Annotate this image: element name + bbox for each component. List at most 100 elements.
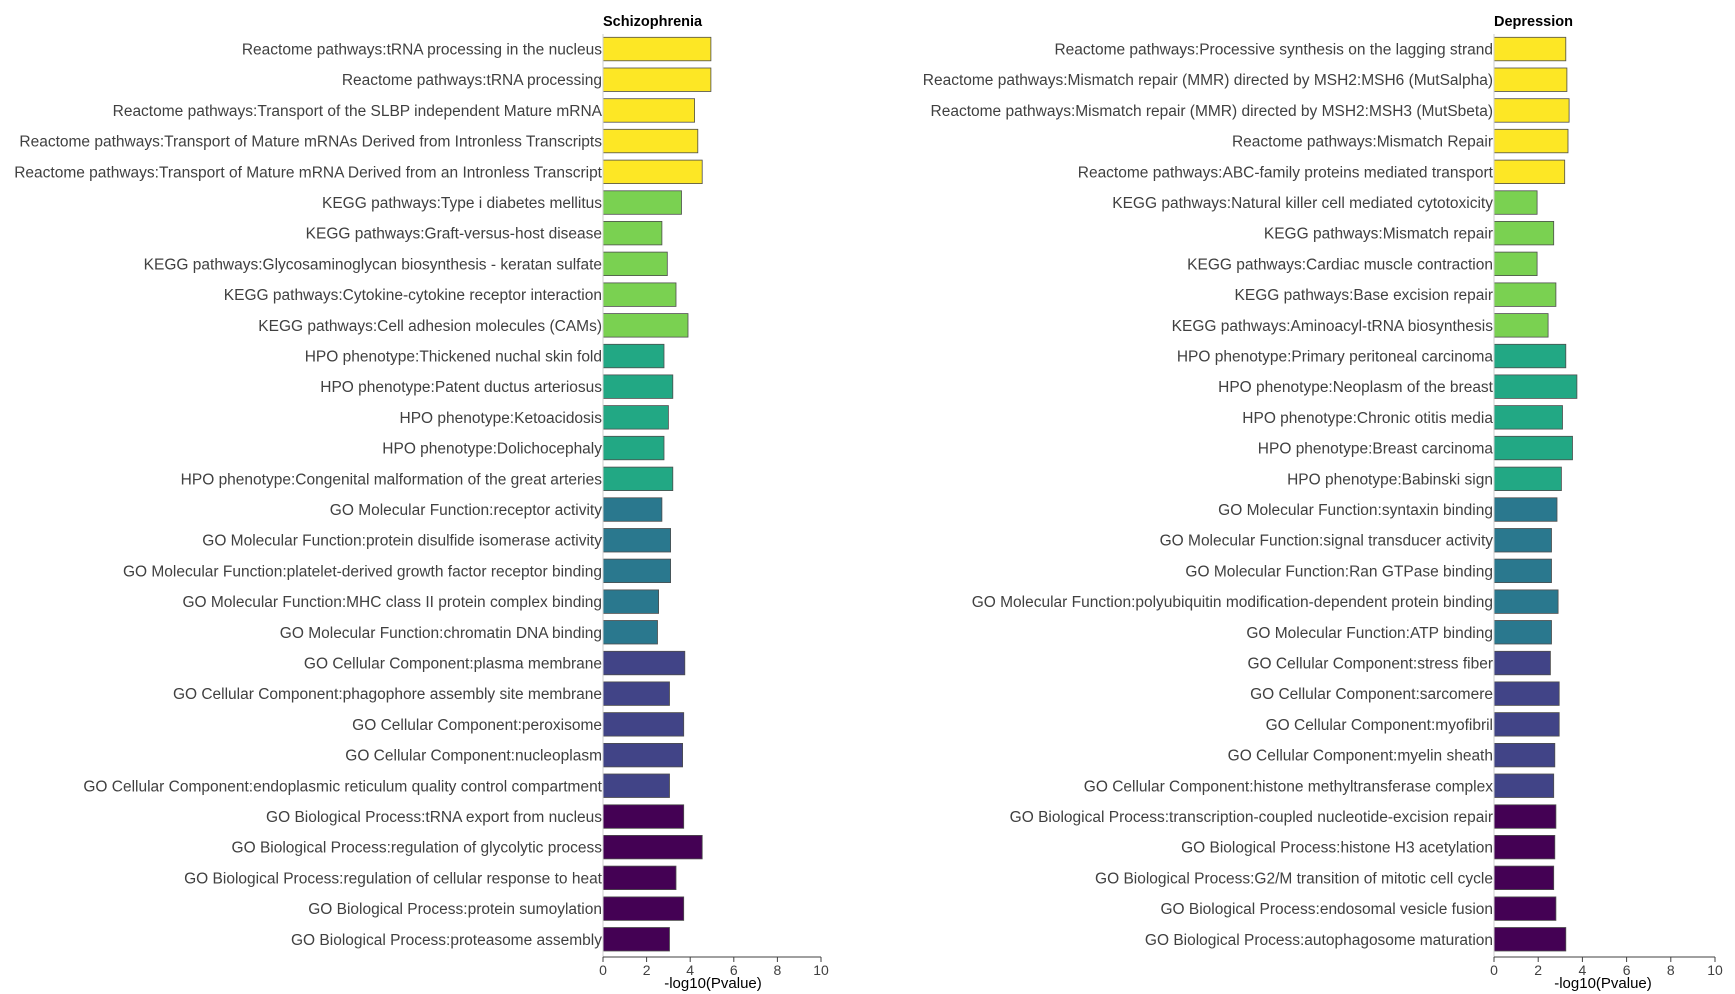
category-label-depression-15: GO Molecular Function:syntaxin binding bbox=[1218, 502, 1493, 519]
bar-depression-11 bbox=[1493, 374, 1578, 399]
category-label-depression-21: GO Cellular Component:sarcomere bbox=[1250, 686, 1493, 703]
x-tick-label-schizophrenia-10: 10 bbox=[813, 962, 829, 978]
bar-schizophrenia-2 bbox=[602, 98, 695, 123]
bar-schizophrenia-13 bbox=[602, 435, 665, 461]
bar-schizophrenia-5 bbox=[602, 190, 682, 215]
bar-depression-22 bbox=[1493, 712, 1560, 737]
category-label-depression-7: KEGG pathways:Cardiac muscle contraction bbox=[1187, 256, 1493, 273]
category-label-schizophrenia-1: Reactome pathways:tRNA processing bbox=[342, 72, 602, 89]
bars-depression bbox=[1493, 36, 1578, 952]
bar-depression-19 bbox=[1493, 620, 1552, 645]
category-label-schizophrenia-20: GO Cellular Component:plasma membrane bbox=[304, 656, 602, 673]
bar-depression-15 bbox=[1493, 497, 1558, 522]
bar-schizophrenia-21 bbox=[602, 681, 670, 706]
bar-schizophrenia-7 bbox=[602, 251, 668, 277]
category-label-schizophrenia-29: GO Biological Process:proteasome assembl… bbox=[291, 932, 602, 949]
x-tick-label-schizophrenia-2: 2 bbox=[643, 962, 651, 978]
category-label-depression-25: GO Biological Process:transcription-coup… bbox=[1010, 809, 1493, 826]
bar-depression-8 bbox=[1493, 282, 1557, 307]
bar-schizophrenia-1 bbox=[602, 67, 712, 92]
bar-depression-20 bbox=[1493, 650, 1551, 676]
category-label-depression-5: KEGG pathways:Natural killer cell mediat… bbox=[1112, 195, 1493, 212]
bar-depression-0 bbox=[1493, 36, 1567, 62]
category-label-schizophrenia-17: GO Molecular Function:platelet-derived g… bbox=[123, 563, 602, 580]
category-label-depression-29: GO Biological Process:autophagosome matu… bbox=[1145, 932, 1493, 949]
bar-depression-1 bbox=[1493, 67, 1568, 92]
category-label-schizophrenia-23: GO Cellular Component:nucleoplasm bbox=[345, 748, 602, 765]
bar-schizophrenia-25 bbox=[602, 804, 685, 829]
bar-depression-14 bbox=[1493, 466, 1562, 492]
panel-title-depression: Depression bbox=[1494, 14, 1573, 30]
x-tick-label-schizophrenia-0: 0 bbox=[599, 962, 607, 978]
bar-schizophrenia-16 bbox=[602, 528, 671, 553]
x-axis-schizophrenia: 0 2 4 6 8 10 bbox=[599, 34, 829, 978]
bar-schizophrenia-22 bbox=[602, 712, 685, 737]
category-label-depression-10: HPO phenotype:Primary peritoneal carcino… bbox=[1177, 349, 1494, 366]
category-label-schizophrenia-26: GO Biological Process:regulation of glyc… bbox=[232, 840, 603, 857]
category-label-schizophrenia-25: GO Biological Process:tRNA export from n… bbox=[266, 809, 602, 826]
x-tick-label-depression-0: 0 bbox=[1490, 962, 1498, 978]
category-label-schizophrenia-6: KEGG pathways:Graft-versus-host disease bbox=[306, 226, 602, 243]
bar-schizophrenia-4 bbox=[602, 159, 703, 185]
bar-schizophrenia-3 bbox=[602, 128, 699, 154]
category-label-schizophrenia-18: GO Molecular Function:MHC class II prote… bbox=[182, 594, 602, 611]
bar-schizophrenia-17 bbox=[602, 558, 671, 583]
bar-depression-16 bbox=[1493, 528, 1552, 553]
bar-depression-10 bbox=[1493, 343, 1567, 369]
category-label-depression-18: GO Molecular Function:polyubiquitin modi… bbox=[972, 594, 1493, 611]
category-label-depression-8: KEGG pathways:Base excision repair bbox=[1235, 287, 1493, 304]
bar-schizophrenia-9 bbox=[602, 313, 689, 338]
bar-depression-24 bbox=[1493, 773, 1555, 798]
category-label-depression-24: GO Cellular Component:histone methyltran… bbox=[1084, 778, 1493, 795]
depression-panel: Depression Reactome pathways:Processive … bbox=[923, 14, 1723, 992]
category-label-schizophrenia-19: GO Molecular Function:chromatin DNA bind… bbox=[280, 625, 602, 642]
category-label-schizophrenia-22: GO Cellular Component:peroxisome bbox=[352, 717, 602, 734]
category-label-depression-16: GO Molecular Function:signal transducer … bbox=[1160, 533, 1494, 550]
bar-schizophrenia-28 bbox=[602, 896, 685, 921]
x-axis-depression: 0 2 4 6 8 10 bbox=[1490, 34, 1723, 978]
category-label-depression-27: GO Biological Process:G2/M transition of… bbox=[1095, 870, 1493, 887]
x-tick-label-depression-8: 8 bbox=[1667, 962, 1675, 978]
bar-depression-18 bbox=[1493, 589, 1559, 614]
bar-schizophrenia-19 bbox=[602, 620, 658, 645]
bar-schizophrenia-11 bbox=[602, 374, 674, 399]
category-label-depression-19: GO Molecular Function:ATP binding bbox=[1246, 625, 1493, 642]
x-tick-label-depression-6: 6 bbox=[1623, 962, 1631, 978]
category-label-schizophrenia-5: KEGG pathways:Type i diabetes mellitus bbox=[322, 195, 602, 212]
category-label-schizophrenia-27: GO Biological Process:regulation of cell… bbox=[184, 870, 603, 887]
category-label-depression-4: Reactome pathways:ABC-family proteins me… bbox=[1078, 164, 1494, 181]
category-label-schizophrenia-8: KEGG pathways:Cytokine-cytokine receptor… bbox=[224, 287, 602, 304]
bar-schizophrenia-27 bbox=[602, 865, 677, 890]
category-label-schizophrenia-3: Reactome pathways:Transport of Mature mR… bbox=[19, 134, 602, 151]
category-label-depression-14: HPO phenotype:Babinski sign bbox=[1287, 471, 1493, 488]
bar-depression-5 bbox=[1493, 190, 1538, 215]
category-label-schizophrenia-2: Reactome pathways:Transport of the SLBP … bbox=[113, 103, 603, 120]
bar-depression-29 bbox=[1493, 927, 1567, 952]
bar-schizophrenia-14 bbox=[602, 466, 674, 492]
bar-depression-4 bbox=[1493, 159, 1566, 185]
category-label-depression-1: Reactome pathways:Mismatch repair (MMR) … bbox=[923, 72, 1493, 89]
bar-depression-27 bbox=[1493, 865, 1555, 890]
category-label-schizophrenia-4: Reactome pathways:Transport of Mature mR… bbox=[14, 164, 602, 181]
category-label-schizophrenia-21: GO Cellular Component:phagophore assembl… bbox=[173, 686, 602, 703]
category-label-depression-17: GO Molecular Function:Ran GTPase binding bbox=[1185, 563, 1493, 580]
bar-depression-28 bbox=[1493, 896, 1557, 921]
bar-schizophrenia-8 bbox=[602, 282, 677, 307]
category-label-depression-3: Reactome pathways:Mismatch Repair bbox=[1232, 134, 1493, 151]
category-labels-schizophrenia: Reactome pathways:tRNA processing in the… bbox=[14, 42, 602, 949]
bar-depression-25 bbox=[1493, 804, 1557, 829]
category-label-schizophrenia-28: GO Biological Process:protein sumoylatio… bbox=[308, 901, 602, 918]
bar-schizophrenia-10 bbox=[602, 343, 665, 369]
category-label-schizophrenia-12: HPO phenotype:Ketoacidosis bbox=[400, 410, 603, 427]
category-label-depression-2: Reactome pathways:Mismatch repair (MMR) … bbox=[931, 103, 1493, 120]
category-label-depression-0: Reactome pathways:Processive synthesis o… bbox=[1054, 42, 1493, 59]
bar-depression-17 bbox=[1493, 558, 1552, 583]
bar-schizophrenia-18 bbox=[602, 589, 659, 614]
category-label-depression-9: KEGG pathways:Aminoacyl-tRNA biosynthesi… bbox=[1172, 318, 1494, 335]
x-tick-label-depression-2: 2 bbox=[1534, 962, 1542, 978]
bar-schizophrenia-29 bbox=[602, 927, 670, 952]
bar-schizophrenia-20 bbox=[602, 650, 686, 676]
x-axis-title-depression: -log10(Pvalue) bbox=[1554, 975, 1652, 992]
bar-depression-6 bbox=[1493, 220, 1555, 246]
category-label-schizophrenia-13: HPO phenotype:Dolichocephaly bbox=[382, 441, 602, 458]
